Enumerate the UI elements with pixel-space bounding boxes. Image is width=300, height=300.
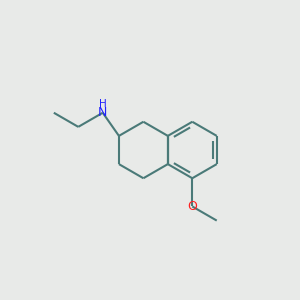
Text: N: N	[98, 106, 107, 119]
Text: H: H	[99, 99, 106, 109]
Text: O: O	[187, 200, 197, 213]
